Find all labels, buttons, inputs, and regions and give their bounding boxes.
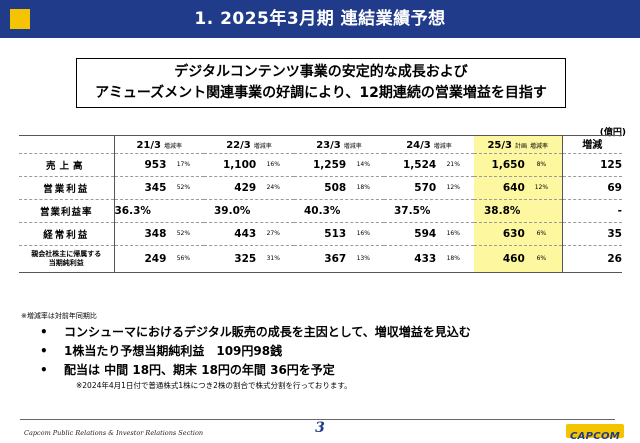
col-header-25-3-plan: 25/3 計画 増減率: [474, 135, 562, 154]
headline-line-2: アミューズメント関連事業の好調により、12期連続の営業増益を目指す: [95, 85, 547, 101]
table-row-operating-margin: 営業利益率 36.3% 39.0% 40.3% 37.5% 38.8% -: [19, 199, 622, 223]
col-header-24-3: 24/3 増減率: [384, 135, 474, 154]
col-header-diff: 増減: [561, 135, 622, 154]
col-header-23-3: 23/3 増減率: [294, 135, 384, 154]
table-note: ※増減率は対前年同期比: [21, 312, 97, 320]
table-row-net-income: 親会社株主に帰属する 当期純利益 249 56% 325 31% 367 13% 43…: [19, 245, 622, 273]
headline-box: デジタルコンテンツ事業の安定的な成長および アミューズメント関連事業の好調により…: [76, 58, 566, 108]
table-header-row: 21/3 増減率 22/3 増減率 23/3 増減率 24/3 増減率 25/3 計画 増減…: [19, 135, 622, 154]
capcom-logo: CAPCOM: [566, 424, 624, 442]
footer-divider: [20, 419, 615, 420]
table-row-sales: 売上高 953 17% 1,100 16% 1,259 14% 1,524 21% 1,…: [19, 153, 622, 177]
headline-line-1: デジタルコンテンツ事業の安定的な成長および: [174, 64, 468, 80]
unit-label: (億円): [599, 128, 626, 138]
bullet-item: • 1株当たり予想当期純利益 109円98銭: [40, 344, 283, 358]
bullet-item: • 配当は 中間 18円、期末 18円の年間 36円を予定: [40, 363, 335, 377]
col-header-22-3: 22/3 増減率: [204, 135, 294, 154]
forecast-table: 21/3 増減率 22/3 増減率 23/3 増減率 24/3 増減率 25/3 計画 増減…: [19, 135, 622, 273]
table-row-operating-income: 営業利益 345 52% 429 24% 508 18% 570 12% 640 12% …: [19, 176, 622, 200]
title-marker: [10, 9, 30, 29]
bullet-item: • コンシューマにおけるデジタル販売の成長を主因として、増収増益を見込む: [40, 325, 471, 339]
title-bar: 1. 2025年3月期 連結業績予想: [0, 0, 640, 38]
table-row-ordinary-income: 経常利益 348 52% 443 27% 513 16% 594 16% 630 6% 3…: [19, 222, 622, 246]
slide-title: 1. 2025年3月期 連結業績予想: [194, 9, 446, 29]
page-number: 3: [315, 420, 325, 436]
footer-section-name: Capcom Public Relations & Investor Relat…: [24, 429, 204, 437]
col-header-21-3: 21/3 増減率: [114, 135, 204, 154]
bullet-list: • コンシューマにおけるデジタル販売の成長を主因として、増収増益を見込む • 1株当…: [40, 323, 618, 391]
dividend-note: ※2024年4月1日付で普通株式1株につき2株の割合で株式分割を行っております。: [76, 381, 352, 390]
